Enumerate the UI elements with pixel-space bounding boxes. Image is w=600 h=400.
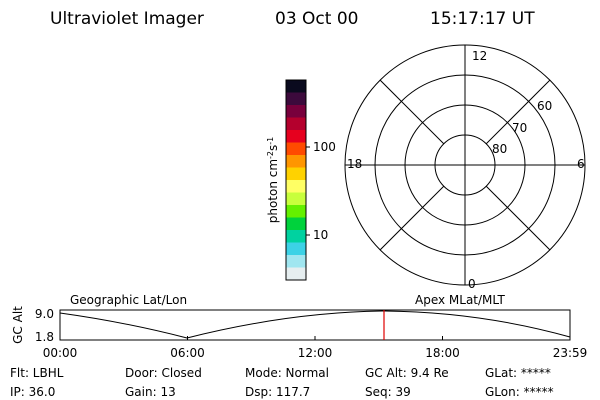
x-tick-label: 12:00 bbox=[298, 346, 333, 360]
colorbar bbox=[286, 80, 306, 281]
colorbar-swatch bbox=[286, 155, 306, 168]
x-tick-label: 18:00 bbox=[425, 346, 460, 360]
colorbar-tick-label: 10 bbox=[313, 228, 328, 242]
time: 15:17:17 UT bbox=[430, 9, 535, 29]
info-field: Seq: 39 bbox=[365, 385, 411, 399]
colorbar-swatch bbox=[286, 105, 306, 118]
info-field: GC Alt: 9.4 Re bbox=[365, 366, 449, 380]
mlt-label: 12 bbox=[472, 49, 487, 63]
lat-label: 80 bbox=[492, 142, 507, 156]
colorbar-swatch bbox=[286, 80, 306, 93]
colorbar-swatch bbox=[286, 217, 306, 231]
info-field: GLat: ***** bbox=[485, 366, 551, 380]
mlt-label: 18 bbox=[347, 157, 362, 171]
date: 03 Oct 00 bbox=[275, 9, 358, 29]
mlt-label: 6 bbox=[577, 157, 585, 171]
lat-label: 60 bbox=[537, 99, 552, 113]
unit-exp: -1 bbox=[266, 137, 275, 145]
colorbar-label: photon cm-2s-1 bbox=[266, 137, 280, 224]
info-field: Dsp: 117.7 bbox=[245, 385, 310, 399]
info-field: IP: 36.0 bbox=[10, 385, 55, 399]
orbit-x-axis: 00:00 06:00 12:00 18:00 23:59 bbox=[43, 336, 588, 360]
x-tick-label: 00:00 bbox=[43, 346, 78, 360]
colorbar-swatch bbox=[286, 130, 306, 143]
unit: photon cm bbox=[266, 159, 280, 223]
colorbar-swatch bbox=[286, 167, 306, 181]
info-field: Gain: 13 bbox=[125, 385, 176, 399]
colorbar-swatch bbox=[286, 255, 306, 268]
unit: s bbox=[266, 145, 280, 151]
x-tick-label: 23:59 bbox=[553, 346, 588, 360]
unit-exp: -2 bbox=[266, 151, 275, 159]
orbit-title: Geographic Lat/Lon bbox=[70, 293, 187, 307]
orbit-title: Apex MLat/MLT bbox=[415, 293, 505, 307]
info-panel: Flt: LBHL Door: Closed Mode: Normal GC Alt:… bbox=[10, 366, 554, 399]
instrument-title: Ultraviolet Imager bbox=[50, 9, 204, 29]
x-tick-label: 06:00 bbox=[170, 346, 205, 360]
colorbar-swatch bbox=[286, 242, 306, 256]
info-field: GLon: ***** bbox=[485, 385, 554, 399]
lat-label: 70 bbox=[512, 121, 527, 135]
info-field: Mode: Normal bbox=[245, 366, 329, 380]
colorbar-swatch bbox=[286, 117, 306, 131]
colorbar-frame bbox=[285, 79, 307, 281]
mlt-label: 0 bbox=[468, 277, 476, 291]
altitude-curve bbox=[59, 310, 571, 339]
colorbar-swatch bbox=[286, 92, 306, 106]
polar-grid bbox=[344, 44, 586, 286]
orbit-axis-label: GC Alt bbox=[11, 306, 25, 344]
colorbar-swatch bbox=[286, 180, 306, 193]
colorbar-swatch bbox=[286, 230, 306, 243]
orbit-ytick-label: 1.8 bbox=[35, 330, 54, 344]
colorbar-swatch bbox=[286, 142, 306, 156]
colorbar-tick-label: 100 bbox=[313, 140, 336, 154]
colorbar-swatch bbox=[286, 205, 306, 218]
orbit-frame bbox=[59, 309, 571, 341]
colorbar-swatch bbox=[286, 192, 306, 206]
info-field: Flt: LBHL bbox=[10, 366, 64, 380]
colorbar-swatch bbox=[286, 267, 306, 281]
info-field: Door: Closed bbox=[125, 366, 202, 380]
orbit-ytick-label: 9.0 bbox=[35, 307, 54, 321]
